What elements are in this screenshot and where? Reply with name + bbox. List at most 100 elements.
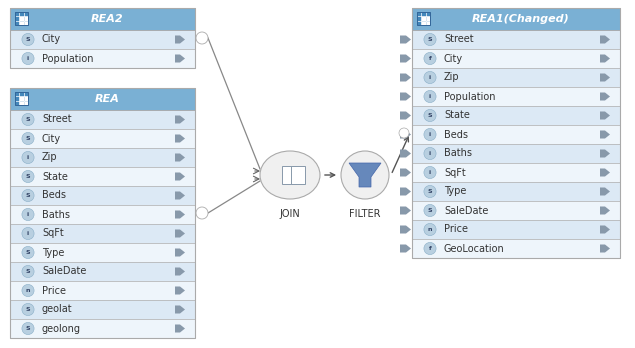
Text: f: f <box>429 56 431 61</box>
Text: REA1(Changed): REA1(Changed) <box>472 14 570 24</box>
Text: geolat: geolat <box>42 304 72 315</box>
Text: i: i <box>429 75 431 80</box>
Text: Street: Street <box>42 114 72 125</box>
Polygon shape <box>175 173 185 181</box>
Text: n: n <box>26 288 30 293</box>
Bar <box>15 92 28 105</box>
Text: Zip: Zip <box>444 72 460 82</box>
Ellipse shape <box>260 151 320 199</box>
Text: Beds: Beds <box>444 129 468 140</box>
Bar <box>412 30 620 49</box>
Circle shape <box>22 171 34 183</box>
Bar <box>417 12 430 25</box>
Bar <box>10 186 195 205</box>
Bar <box>10 224 195 243</box>
Polygon shape <box>400 245 411 253</box>
Circle shape <box>424 243 436 255</box>
Circle shape <box>22 303 34 316</box>
Bar <box>10 167 195 186</box>
Text: S: S <box>25 326 30 331</box>
Text: i: i <box>429 151 431 156</box>
Text: S: S <box>428 37 432 42</box>
Circle shape <box>424 185 436 198</box>
Bar <box>10 88 195 110</box>
Polygon shape <box>175 116 185 124</box>
Text: Price: Price <box>42 285 66 295</box>
Text: GeoLocation: GeoLocation <box>444 244 505 253</box>
Circle shape <box>22 322 34 334</box>
Polygon shape <box>175 248 185 256</box>
Polygon shape <box>175 306 185 314</box>
Circle shape <box>424 128 436 141</box>
Bar <box>412 125 620 144</box>
Bar <box>10 319 195 338</box>
Polygon shape <box>600 35 610 44</box>
Circle shape <box>399 128 409 138</box>
Polygon shape <box>600 130 610 139</box>
Bar <box>10 129 195 148</box>
Circle shape <box>22 133 34 144</box>
Bar <box>15 12 28 25</box>
Text: i: i <box>27 212 29 217</box>
Circle shape <box>424 33 436 46</box>
Polygon shape <box>400 73 411 81</box>
Bar <box>412 8 620 258</box>
Text: S: S <box>428 113 432 118</box>
Bar <box>10 300 195 319</box>
Bar <box>10 205 195 224</box>
Text: S: S <box>25 174 30 179</box>
Bar <box>10 281 195 300</box>
Circle shape <box>196 207 208 219</box>
Polygon shape <box>600 188 610 196</box>
Polygon shape <box>600 245 610 253</box>
Circle shape <box>22 266 34 278</box>
Polygon shape <box>400 55 411 63</box>
Text: i: i <box>429 94 431 99</box>
Polygon shape <box>175 55 185 63</box>
Polygon shape <box>175 35 185 44</box>
Bar <box>10 8 195 30</box>
Polygon shape <box>400 168 411 176</box>
Text: State: State <box>42 172 68 182</box>
Circle shape <box>22 189 34 201</box>
Bar <box>417 12 422 25</box>
Text: State: State <box>444 111 470 120</box>
Polygon shape <box>400 150 411 158</box>
Polygon shape <box>175 324 185 332</box>
Polygon shape <box>400 226 411 234</box>
Bar <box>10 148 195 167</box>
Circle shape <box>22 228 34 239</box>
Bar <box>15 92 19 105</box>
Text: S: S <box>428 189 432 194</box>
Text: n: n <box>428 227 432 232</box>
Text: Price: Price <box>444 224 468 235</box>
Text: Baths: Baths <box>42 209 70 220</box>
Polygon shape <box>600 93 610 101</box>
Text: Baths: Baths <box>444 149 472 158</box>
Polygon shape <box>175 211 185 219</box>
Bar <box>412 182 620 201</box>
Polygon shape <box>175 229 185 237</box>
Polygon shape <box>400 93 411 101</box>
Text: Population: Population <box>42 54 93 63</box>
FancyBboxPatch shape <box>291 166 305 184</box>
FancyBboxPatch shape <box>282 166 296 184</box>
Circle shape <box>196 32 208 44</box>
Text: Street: Street <box>444 34 474 45</box>
Polygon shape <box>175 191 185 199</box>
Polygon shape <box>400 206 411 214</box>
Bar <box>412 106 620 125</box>
Text: Beds: Beds <box>42 190 66 200</box>
Bar <box>15 12 28 25</box>
Bar <box>417 12 430 25</box>
Polygon shape <box>600 73 610 81</box>
Bar <box>15 12 19 25</box>
Text: SqFt: SqFt <box>444 167 465 177</box>
Polygon shape <box>175 286 185 294</box>
Text: geolong: geolong <box>42 324 81 333</box>
Circle shape <box>424 71 436 84</box>
Polygon shape <box>600 206 610 214</box>
Text: i: i <box>27 56 29 61</box>
Bar <box>10 88 195 338</box>
Circle shape <box>424 109 436 121</box>
